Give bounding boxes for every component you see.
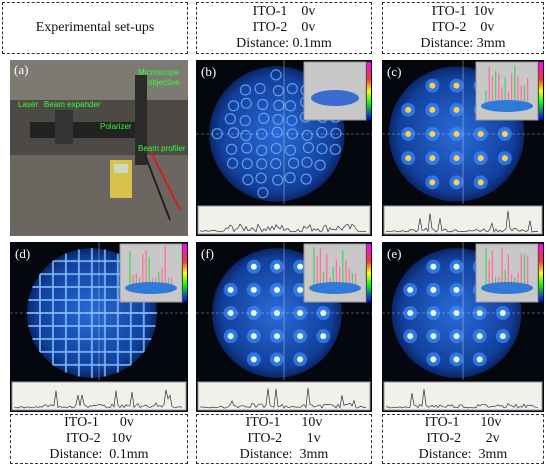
caption-line: ITO-1 10v [246,415,323,431]
colorbar [539,62,543,120]
inset-base [481,100,533,112]
caption-line: ITO-2 0v [432,20,495,36]
caption-line: Distance: 3mm [420,36,505,52]
spot-core [478,179,484,185]
spot-core [407,333,413,339]
panel-label: (a) [14,62,28,77]
spot-core [228,333,234,339]
spot-core [454,179,460,185]
panel-label: (e) [387,246,401,261]
colorbar [367,62,371,120]
caption-line: Distance: 0.1mm [236,36,332,52]
spot-core [297,264,303,270]
spot-core [251,287,257,293]
spot-core [297,356,303,362]
caption-line: Distance: 3mm [240,447,329,463]
spot-core [297,287,303,293]
spot-core [454,264,460,270]
panel-label: (d) [15,246,30,261]
profile-strip [384,382,542,410]
spot-core [274,333,280,339]
beam-image: (f) [196,242,372,412]
panel-label: (f) [201,246,214,261]
spot-core [429,107,435,113]
spot-core [430,333,436,339]
spot-core [454,287,460,293]
spot-core [454,107,460,113]
caption-line: ITO-2 1v [247,431,320,447]
spot-core [320,333,326,339]
spot-core [274,287,280,293]
annotation: Laser [18,100,38,109]
caption-line: Distance: 0.1mm [49,447,148,463]
beam-image: (c) [382,60,544,236]
spot-core [297,333,303,339]
caption-line: ITO-1 10v [432,4,495,20]
caption-box: ITO-1 10v ITO-2 1v Distance: 3mm [196,414,372,464]
annotation: Beam profiler [138,144,186,153]
colorbar [183,244,187,302]
panel-label: (c) [387,64,401,79]
beam-expander [55,110,73,144]
beam-image: (d) [10,242,188,412]
spot-core [429,155,435,161]
spot-core [454,155,460,161]
inset-base [125,282,177,294]
spot-core [500,333,506,339]
caption-line: Distance: 3mm [419,447,508,463]
spot-core [430,356,436,362]
spot-core [251,264,257,270]
spot-core [274,264,280,270]
annotation: objective [148,78,180,87]
spot-core [251,356,257,362]
beam-image: (b) [196,60,372,236]
caption-line: ITO-2 10v [66,431,132,447]
profile-strip [384,206,542,234]
caption-box: Experimental set-ups [2,2,188,54]
spot-core [251,333,257,339]
annotation: Polarizer [100,122,132,131]
spot-core [430,287,436,293]
spot-core [429,179,435,185]
colorbar [539,244,543,302]
inset-surface [311,90,359,106]
photo-panel: (a) Microscope objective Laser Beam expa… [10,60,188,236]
spot-core [274,356,280,362]
spot-core [429,83,435,89]
spot-core [407,287,413,293]
spot-core [430,264,436,270]
spot-core [477,356,483,362]
spot-core [405,155,411,161]
profile-strip [198,382,370,410]
annotation: Microscope [138,68,179,77]
beam-image: (e) [382,242,544,412]
colorbar [367,244,371,302]
annotation: Beam expander [44,100,100,109]
caption-box: ITO-1 10v ITO-2 2v Distance: 3mm [382,414,544,464]
caption-box: ITO-1 0v ITO-2 0v Distance: 0.1mm [196,2,372,54]
caption-box: ITO-1 10v ITO-2 0v Distance: 3mm [382,2,544,54]
spot-core [454,333,460,339]
caption-box: ITO-1 0v ITO-2 10v Distance: 0.1mm [10,414,188,464]
spot-core [478,155,484,161]
caption-line: ITO-2 0v [253,20,316,36]
spot-core [454,83,460,89]
figure: Experimental set-ups ITO-1 0v ITO-2 0v D… [0,0,546,466]
multimeter-screen [114,164,128,173]
caption-line: ITO-1 0v [64,415,134,431]
caption-line: ITO-1 10v [425,415,502,431]
caption-line: ITO-2 2v [426,431,499,447]
spot-core [454,356,460,362]
spot-core [477,333,483,339]
spot-core [405,107,411,113]
caption-line: ITO-1 0v [253,4,316,20]
spot-core [502,155,508,161]
caption-line: Experimental set-ups [36,20,155,36]
inset-base [481,282,533,294]
panel-label: (b) [201,64,216,79]
inset-base [309,282,361,294]
spot-core [228,287,234,293]
